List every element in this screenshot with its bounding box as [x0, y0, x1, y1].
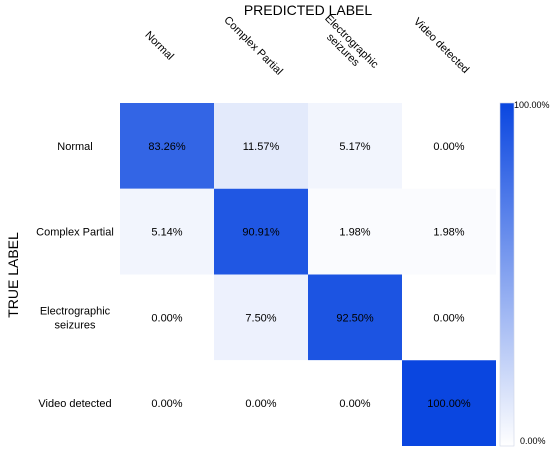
heatmap-cell-normal-video-detected — [402, 103, 496, 189]
x-axis-title: PREDICTED LABEL — [244, 2, 373, 18]
colorbar-gradient — [499, 102, 515, 447]
heatmap-cell-video-detected-video-detected — [402, 360, 496, 446]
cell-label-electrographic-seizures-electrographic-seizures: 92.50% — [336, 312, 374, 324]
cell-label-complex-partial-electrographic-seizures: 1.98% — [339, 227, 370, 239]
heatmap-cells — [120, 103, 496, 446]
row-label-normal: Normal — [57, 141, 92, 153]
heatmap-cell-complex-partial-video-detected — [402, 188, 496, 275]
heatmap-cell-electrographic-seizures-complex-partial — [214, 274, 308, 361]
colorbar-max-label: 100.00% — [514, 100, 550, 110]
row-tick-labels: Normal Complex Partial Electrographic seizu… — [36, 141, 114, 410]
colorbar: 100.00% 0.00% — [499, 100, 550, 447]
cell-label-complex-partial-video-detected: 1.98% — [433, 227, 464, 239]
column-label-normal: Normal — [142, 29, 176, 63]
heatmap-cell-complex-partial-normal — [120, 188, 214, 275]
heatmap-cell-normal-normal — [120, 103, 214, 189]
heatmap-cell-complex-partial-electrographic-seizures — [308, 188, 402, 275]
heatmap-cell-video-detected-complex-partial — [214, 360, 308, 446]
cell-label-normal-complex-partial: 11.57% — [243, 141, 280, 153]
heatmap-cell-electrographic-seizures-video-detected — [402, 274, 496, 361]
cell-label-normal-electrographic-seizures: 5.17% — [339, 141, 370, 153]
heatmap-cell-video-detected-normal — [120, 360, 214, 446]
heatmap-cell-electrographic-seizures-normal — [120, 274, 214, 361]
heatmap-cell-normal-electrographic-seizures — [308, 103, 402, 189]
cell-label-electrographic-seizures-video-detected: 0.00% — [433, 312, 464, 324]
y-axis-title: TRUE LABEL — [5, 232, 21, 318]
cell-label-video-detected-complex-partial: 0.00% — [245, 398, 276, 410]
cell-label-normal-normal: 83.26% — [148, 141, 186, 153]
cell-label-video-detected-electrographic-seizures: 0.00% — [339, 398, 370, 410]
cell-label-electrographic-seizures-normal: 0.00% — [151, 312, 182, 324]
cell-label-complex-partial-normal: 5.14% — [151, 227, 182, 239]
column-tick-labels: Normal Complex Partial Electrographicseizu… — [142, 13, 471, 80]
heatmap-cell-complex-partial-complex-partial — [214, 188, 308, 275]
cell-value-labels: 83.26% 11.57% 5.17% 0.00% 5.14% 90.91% 1.98% 1.… — [148, 141, 471, 410]
column-label-electrographic-seizures: Electrographicseizures — [314, 13, 381, 80]
cell-label-electrographic-seizures-complex-partial: 7.50% — [245, 312, 276, 324]
heatmap-cell-normal-complex-partial — [214, 103, 308, 189]
cell-label-video-detected-normal: 0.00% — [151, 398, 182, 410]
row-label-video-detected: Video detected — [38, 398, 111, 410]
cell-label-normal-video-detected: 0.00% — [433, 141, 464, 153]
row-label-complex-partial: Complex Partial — [36, 227, 114, 239]
column-label-complex-partial: Complex Partial — [221, 14, 284, 77]
heatmap-cell-video-detected-electrographic-seizures — [308, 360, 402, 446]
cell-label-video-detected-video-detected: 100.00% — [427, 398, 471, 410]
column-label-video-detected: Video detected — [411, 16, 471, 76]
heatmap-cell-electrographic-seizures-electrographic-seizures — [308, 274, 402, 361]
colorbar-min-label: 0.00% — [520, 436, 546, 446]
row-label-electrographic-seizures: Electrographic seizures — [40, 305, 111, 331]
cell-label-complex-partial-complex-partial: 90.91% — [242, 227, 280, 239]
